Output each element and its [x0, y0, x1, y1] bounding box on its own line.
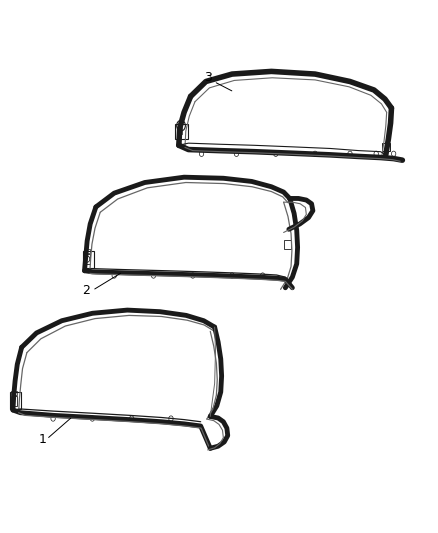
Bar: [177, 127, 182, 134]
Bar: [175, 124, 187, 139]
Bar: [11, 391, 17, 395]
Text: 2: 2: [82, 284, 90, 297]
Bar: [83, 251, 94, 268]
Text: 3: 3: [204, 71, 212, 84]
Bar: [11, 392, 21, 409]
Bar: [285, 240, 290, 249]
Bar: [11, 396, 17, 406]
Text: 1: 1: [38, 433, 46, 446]
Bar: [84, 254, 90, 264]
Bar: [84, 249, 90, 253]
Bar: [382, 143, 390, 151]
